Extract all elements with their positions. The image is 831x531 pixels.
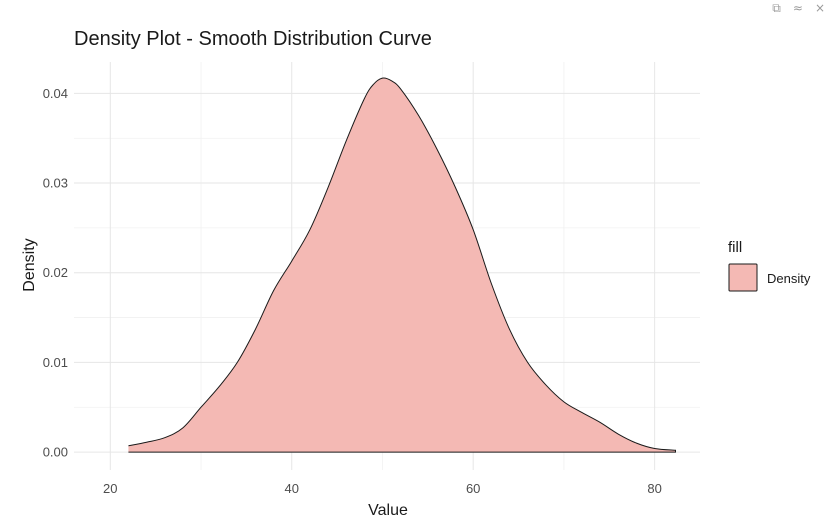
y-tick-labels: 0.00 0.01 0.02 0.03 0.04: [43, 86, 68, 460]
x-tick-label: 60: [466, 481, 480, 496]
density-curve: [128, 77, 676, 453]
close-icon[interactable]: ×: [814, 1, 825, 15]
viewer-controls: ⧉ ≈ ×: [772, 2, 825, 14]
legend-key-density: [728, 263, 758, 292]
legend-label-density: Density: [767, 271, 811, 286]
y-axis-title: Density: [21, 238, 38, 291]
popout-icon[interactable]: ⧉: [772, 1, 781, 15]
collapse-icon[interactable]: ≈: [792, 1, 803, 15]
x-tick-label: 80: [647, 481, 661, 496]
y-tick-label: 0.02: [43, 265, 68, 280]
y-tick-label: 0.01: [43, 355, 68, 370]
x-axis-title: Value: [368, 502, 408, 519]
legend: fill Density: [728, 239, 811, 292]
x-tick-label: 40: [285, 481, 299, 496]
y-tick-label: 0.03: [43, 176, 68, 191]
density-area: [128, 78, 676, 453]
chart-title: Density Plot - Smooth Distribution Curve: [74, 28, 432, 50]
x-tick-labels: 20 40 60 80: [103, 481, 662, 496]
x-tick-label: 20: [103, 481, 117, 496]
legend-title: fill: [728, 239, 742, 256]
y-tick-label: 0.00: [43, 445, 68, 460]
y-tick-label: 0.04: [43, 86, 68, 101]
